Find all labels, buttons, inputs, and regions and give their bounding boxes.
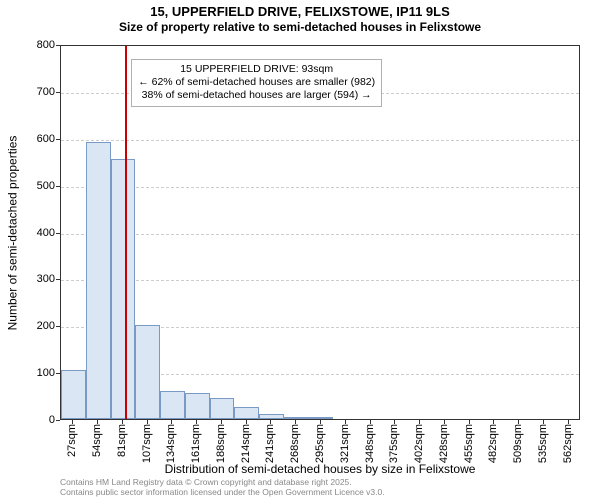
y-axis-label-wrap: Number of semi-detached properties [4,45,20,420]
xtick-label: 321sqm [339,420,351,463]
xtick-label: 428sqm [438,420,450,463]
xtick-label: 54sqm [91,420,103,457]
annotation-line-2: ← 62% of semi-detached houses are smalle… [138,76,375,89]
histogram-bar [259,414,284,419]
histogram-bar [86,142,111,419]
histogram-bar [111,159,136,419]
histogram-bar [309,417,334,419]
xtick-label: 268sqm [289,420,301,463]
xtick-label: 161sqm [190,420,202,463]
gridline [61,187,579,188]
ytick-mark [56,279,60,280]
xtick-label: 562sqm [562,420,574,463]
title-line-2: Size of property relative to semi-detach… [0,20,600,34]
ytick-mark [56,420,60,421]
gridline [61,280,579,281]
xtick-label: 214sqm [240,420,252,463]
attribution-line-2: Contains public sector information licen… [60,488,385,498]
xtick-label: 241sqm [264,420,276,463]
title-line-1: 15, UPPERFIELD DRIVE, FELIXSTOWE, IP11 9… [0,4,600,20]
xtick-label: 188sqm [215,420,227,463]
ytick-mark [56,186,60,187]
xtick-label: 134sqm [165,420,177,463]
ytick-label: 800 [20,39,55,51]
ytick-mark [56,326,60,327]
ytick-label: 700 [20,86,55,98]
ytick-mark [56,92,60,93]
xtick-label: 482sqm [487,420,499,463]
y-axis-label: Number of semi-detached properties [5,135,19,330]
chart-container: 15, UPPERFIELD DRIVE, FELIXSTOWE, IP11 9… [0,0,600,500]
ytick-label: 0 [20,414,55,426]
x-axis-label: Distribution of semi-detached houses by … [60,462,580,476]
attribution: Contains HM Land Registry data © Crown c… [60,478,385,498]
ytick-mark [56,45,60,46]
xtick-label: 455sqm [463,420,475,463]
chart-title: 15, UPPERFIELD DRIVE, FELIXSTOWE, IP11 9… [0,4,600,34]
xtick-label: 27sqm [66,420,78,457]
xtick-label: 535sqm [537,420,549,463]
xtick-label: 348sqm [364,420,376,463]
xtick-label: 107sqm [141,420,153,463]
xtick-label: 509sqm [512,420,524,463]
ytick-mark [56,373,60,374]
property-marker-line [125,46,127,419]
annotation-box: 15 UPPERFIELD DRIVE: 93sqm← 62% of semi-… [131,59,382,106]
histogram-bar [185,393,210,419]
plot-area: 15 UPPERFIELD DRIVE: 93sqm← 62% of semi-… [60,45,580,420]
ytick-mark [56,233,60,234]
xtick-label: 81sqm [116,420,128,457]
ytick-label: 100 [20,367,55,379]
annotation-line-1: 15 UPPERFIELD DRIVE: 93sqm [138,63,375,76]
xtick-label: 375sqm [388,420,400,463]
histogram-bar [160,391,185,419]
gridline [61,234,579,235]
plot-border: 15 UPPERFIELD DRIVE: 93sqm← 62% of semi-… [60,45,580,420]
histogram-bar [135,325,160,419]
gridline [61,140,579,141]
ytick-label: 300 [20,273,55,285]
ytick-label: 500 [20,180,55,192]
xtick-label: 295sqm [314,420,326,463]
ytick-label: 200 [20,320,55,332]
histogram-bar [210,398,235,419]
ytick-mark [56,139,60,140]
histogram-bar [284,417,309,419]
annotation-line-3: 38% of semi-detached houses are larger (… [138,89,375,102]
histogram-bar [61,370,86,419]
ytick-label: 400 [20,227,55,239]
ytick-label: 600 [20,133,55,145]
histogram-bar [234,407,259,419]
xtick-label: 402sqm [413,420,425,463]
